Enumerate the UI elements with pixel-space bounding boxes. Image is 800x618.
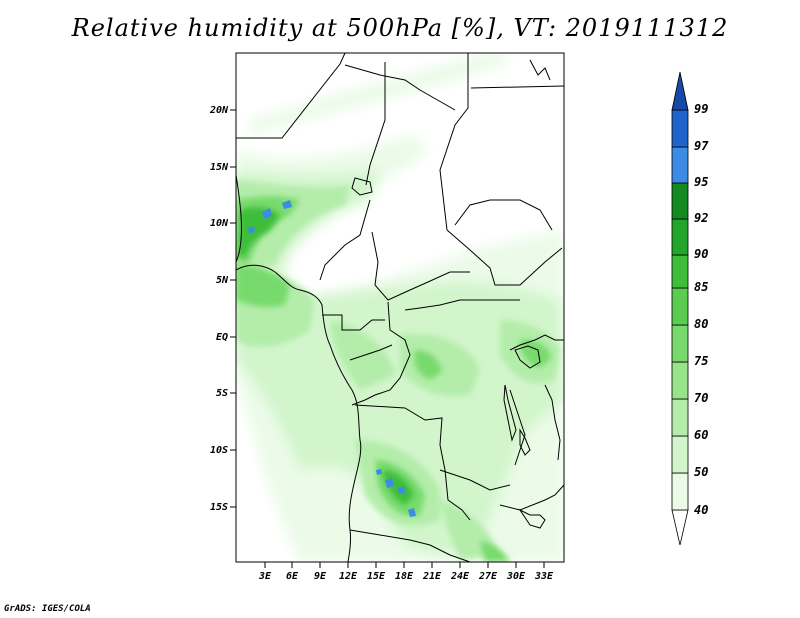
colorbar-label-70: 70: [694, 391, 708, 405]
colorbar-segment: [671, 287, 689, 326]
lon-label-3e: 3E: [258, 571, 272, 582]
colorbar-label-95: 95: [694, 175, 708, 189]
colorbar-label-99: 99: [694, 102, 708, 116]
map-panel: [235, 52, 565, 563]
colorbar-segment: [671, 324, 689, 363]
colorbar-label-50: 50: [694, 465, 708, 479]
colorbar-label-92: 92: [694, 211, 708, 225]
colorbar-segment: [671, 361, 689, 400]
longitude-axis: [264, 562, 545, 568]
lon-label-30e: 30E: [506, 571, 526, 582]
colorbar-segment: [671, 71, 689, 111]
lakes: [351, 177, 546, 529]
high-humidity-patches: [248, 200, 416, 517]
colorbar-label-40: 40: [694, 503, 708, 517]
colorbar-segment: [671, 472, 689, 511]
colorbar-segment: [671, 182, 689, 220]
colorbar-label-97: 97: [694, 139, 709, 153]
colorbar-segment: [671, 509, 689, 546]
colorbar-segment: [671, 218, 689, 256]
lon-label-15e: 15E: [367, 571, 386, 582]
colorbar-label-75: 75: [694, 354, 708, 368]
colorbar-label-60: 60: [694, 428, 708, 442]
lat-label-15s: 15S: [210, 502, 228, 513]
colorbar-label-90: 90: [694, 247, 708, 261]
longitude-labels: 3E 6E 9E 12E 15E 18E 21E 24E 27E 30E 33E: [258, 571, 554, 582]
lat-label-10s: 10S: [210, 445, 228, 456]
colorbar-labels: 40 50 60 70 75 80 85 90 92 95 97 99: [694, 102, 709, 517]
lon-label-9e: 9E: [314, 571, 327, 582]
lat-label-5n: 5N: [216, 275, 229, 286]
lat-label-15n: 15N: [210, 162, 229, 173]
lon-label-24e: 24E: [450, 571, 470, 582]
lon-label-27e: 27E: [478, 571, 498, 582]
colorbar-segment: [671, 254, 689, 289]
lat-label-20n: 20N: [209, 105, 229, 116]
lon-label-21e: 21E: [422, 571, 442, 582]
colorbar-segment: [671, 398, 689, 437]
latitude-axis: [230, 109, 236, 508]
colorbar-segment: [671, 435, 689, 474]
country-borders: [236, 53, 564, 562]
latitude-labels: 20N 15N 10N 5N EQ 5S 10S 15S: [209, 105, 229, 513]
grads-credit: GrADS: IGES/COLA: [4, 604, 91, 614]
lon-label-18e: 18E: [395, 571, 414, 582]
colorbar-label-80: 80: [694, 317, 708, 331]
lon-label-12e: 12E: [339, 571, 358, 582]
colorbar-segment: [671, 146, 689, 184]
lon-label-6e: 6E: [286, 571, 299, 582]
colorbar-segment: [671, 109, 689, 148]
colorbar: [671, 71, 689, 546]
lat-label-10n: 10N: [210, 218, 229, 229]
lat-label-5s: 5S: [216, 388, 228, 399]
humidity-field: [236, 53, 564, 562]
lon-label-33e: 33E: [534, 571, 554, 582]
map-title: Relative humidity at 500hPa [%], VT: 201…: [71, 14, 729, 42]
lat-label-eq: EQ: [216, 332, 228, 343]
colorbar-label-85: 85: [694, 280, 708, 294]
